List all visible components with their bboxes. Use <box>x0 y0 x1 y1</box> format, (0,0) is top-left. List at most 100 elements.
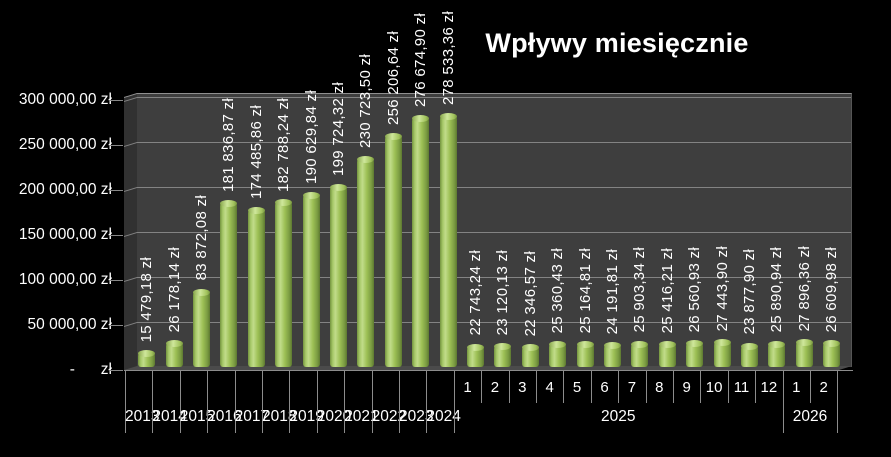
bar-value-label: 181 836,87 zł <box>220 98 238 193</box>
x-axis-year-label: 2018 <box>262 408 297 425</box>
y-axis-tick-mark <box>110 100 123 101</box>
x-axis-month-label: 7 <box>627 379 637 396</box>
x-axis-month-separator <box>508 371 510 403</box>
x-axis-group-separator <box>207 371 209 433</box>
bar-value-label: 25 416,21 zł <box>658 247 676 334</box>
bar <box>247 206 265 367</box>
y-axis-tick-label: 300 000,00 zł <box>18 91 112 108</box>
x-axis-month-label: 2 <box>490 379 500 396</box>
x-axis-month-separator <box>563 371 565 403</box>
gridline <box>137 232 851 233</box>
x-axis-month-label: 10 <box>705 379 723 396</box>
gridline <box>137 187 851 188</box>
x-axis-month-separator <box>810 371 811 403</box>
bar <box>741 342 758 367</box>
x-axis-year-label: 2019 <box>289 408 324 425</box>
gridline-side <box>124 142 137 147</box>
bar <box>521 343 539 367</box>
x-axis-month-separator <box>700 371 702 403</box>
x-axis-month-label: 6 <box>600 379 609 396</box>
bar-value-label: 199 724,32 zł <box>330 82 347 177</box>
bar-value-label: 15 479,18 zł <box>138 256 156 343</box>
bar <box>713 339 731 367</box>
x-axis-month-label: 1 <box>463 379 472 396</box>
x-axis-month-label: 3 <box>518 379 527 396</box>
plot-side-wall <box>124 93 137 371</box>
x-axis-month-separator <box>536 371 537 403</box>
x-axis-month-label: 1 <box>792 379 801 396</box>
bar <box>823 340 841 367</box>
bar <box>467 343 484 367</box>
bar-value-label: 27 443,90 zł <box>713 245 731 332</box>
x-axis-year-label: 2021 <box>344 408 379 425</box>
bar-value-label: 190 629,84 zł <box>302 90 320 185</box>
bar <box>686 340 704 367</box>
x-axis-group-separator <box>125 371 126 433</box>
x-axis-line <box>124 370 853 371</box>
x-axis-month-separator <box>481 371 483 403</box>
x-axis-month-label: 4 <box>545 379 554 396</box>
gridline-side <box>124 232 137 237</box>
bar-value-label: 24 191,81 zł <box>604 248 621 335</box>
x-axis-month-label: 9 <box>682 379 691 396</box>
bar <box>220 200 238 367</box>
x-axis-year-label: 2016 <box>207 408 242 425</box>
x-axis-year-label: 2026 <box>792 408 828 425</box>
x-axis-month-label: 5 <box>572 379 582 396</box>
x-axis-group-separator <box>289 371 291 433</box>
y-axis-tick-mark <box>110 325 123 326</box>
bar <box>412 114 430 367</box>
bar <box>795 338 813 367</box>
bar-value-label: 25 360,43 zł <box>549 247 567 334</box>
x-axis-group-separator <box>179 371 181 433</box>
bar <box>494 343 512 367</box>
x-axis-group-separator <box>371 371 373 433</box>
gridline-side <box>124 97 137 102</box>
bar-value-label: 182 788,24 zł <box>275 97 293 192</box>
x-axis-group-separator <box>426 371 428 433</box>
x-axis-month-label: 12 <box>760 379 778 396</box>
bar-value-label: 26 609,98 zł <box>823 246 841 333</box>
bar-value-label: 27 896,36 zł <box>795 245 813 331</box>
gridline-side <box>124 187 137 192</box>
x-axis-group-separator <box>316 371 318 433</box>
bar-value-label: 174 485,86 zł <box>247 104 265 199</box>
bar-value-label: 25 903,34 zł <box>631 247 649 333</box>
bar-value-label: 23 120,13 zł <box>494 249 512 336</box>
bar-value-label: 230 723,50 zł <box>357 54 375 149</box>
bar <box>576 341 594 367</box>
bar-value-label: 83 872,08 zł <box>193 195 210 281</box>
x-axis-group-separator <box>453 371 455 433</box>
bar <box>549 341 567 367</box>
x-axis-year-label: 2025 <box>600 408 636 425</box>
x-axis-month-separator <box>590 371 592 403</box>
x-axis-month-separator <box>727 371 729 403</box>
x-axis-group-separator <box>399 371 400 433</box>
x-axis-month-separator <box>618 371 620 403</box>
x-axis-year-label: 2022 <box>371 408 407 425</box>
gridline <box>137 322 851 323</box>
y-axis-tick-label: 100 000,00 zł <box>18 271 112 288</box>
bar <box>768 340 786 367</box>
gridline <box>137 97 851 98</box>
x-axis-year-label: 2014 <box>152 408 187 425</box>
chart-title: Wpływy miesięcznie <box>485 28 749 58</box>
bar <box>604 342 621 367</box>
y-axis-tick-mark <box>110 235 123 236</box>
bar-value-label: 23 877,90 zł <box>741 249 758 335</box>
y-axis-tick-label: - zł <box>69 361 112 378</box>
x-axis-group-separator <box>782 371 784 433</box>
bar-value-label: 276 674,90 zł <box>412 13 430 107</box>
y-axis-tick-label: 250 000,00 zł <box>18 136 112 153</box>
x-axis-group-separator <box>837 371 839 433</box>
x-axis-group-separator <box>234 371 236 433</box>
x-axis-month-separator <box>645 371 647 403</box>
x-axis-group-separator <box>262 371 263 433</box>
bar-value-label: 256 206,64 zł <box>384 31 402 126</box>
x-axis-month-separator <box>673 371 674 403</box>
x-axis-year-label: 2023 <box>399 408 434 425</box>
y-axis-tick-label: 150 000,00 zł <box>18 226 112 243</box>
bar <box>384 133 402 367</box>
gridline <box>137 142 851 143</box>
y-axis-tick-mark <box>110 145 123 146</box>
